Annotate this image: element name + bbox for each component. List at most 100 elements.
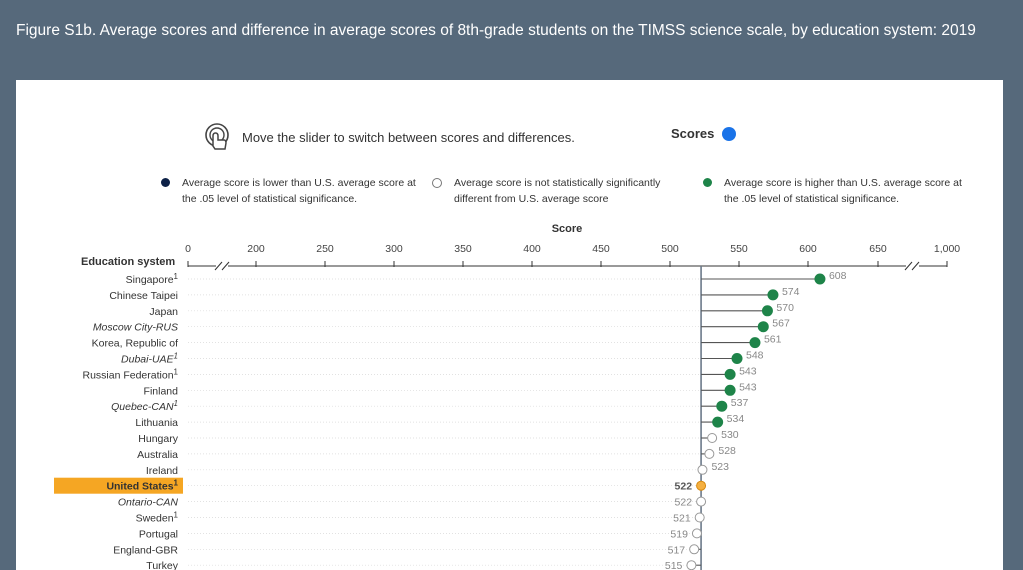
row-label-text: Portugal — [139, 528, 178, 540]
x-tick-label: 600 — [799, 243, 817, 255]
row-label: Moscow City-RUS — [93, 322, 178, 334]
row-label-text: Finland — [144, 385, 179, 397]
lollipop-marker — [716, 400, 728, 412]
lollipop-marker — [696, 480, 707, 491]
row-label: Japan — [149, 306, 178, 318]
row-label: Lithuania — [135, 417, 178, 429]
row-label: Australia — [137, 449, 178, 461]
value-label: 522 — [675, 497, 693, 509]
x-axis-title: Score — [552, 223, 583, 235]
row-label-text: Turkey — [146, 560, 178, 570]
row-label: Russian Federation1 — [82, 367, 178, 381]
row-label: Ontario-CAN — [118, 497, 179, 509]
x-tick-label: 200 — [247, 243, 265, 255]
scores-toggle[interactable]: Scores — [671, 126, 737, 141]
lollipop-chart: Score Education system 0 200 250 300 350 400 450… — [54, 223, 960, 570]
axis-break-mark — [214, 261, 223, 271]
row-label-footnote: 1 — [174, 479, 179, 488]
us-row-highlight — [54, 477, 183, 494]
x-tick-label: 300 — [385, 243, 403, 255]
value-label: 567 — [772, 318, 790, 330]
axis-break-mark — [221, 261, 230, 271]
row-label-text: Hungary — [138, 433, 178, 445]
legend-item-lower: Average score is lower than U.S. average… — [161, 175, 422, 207]
x-tick-label: 550 — [730, 243, 748, 255]
swipe-gesture-icon — [205, 123, 229, 150]
legend-text-higher: Average score is higher than U.S. averag… — [724, 177, 962, 205]
figure-title: Figure S1b. Average scores and differenc… — [16, 22, 976, 39]
legend-item-higher: Average score is higher than U.S. averag… — [703, 175, 974, 207]
value-label: 570 — [776, 302, 794, 314]
row-label-text: Quebec-CAN — [111, 401, 174, 413]
x-tick-label: 500 — [661, 243, 679, 255]
lollipop-marker — [749, 337, 761, 349]
row-label: Ireland — [146, 465, 178, 477]
lollipop-marker — [689, 544, 700, 555]
figure-header: Figure S1b. Average scores and differenc… — [0, 0, 1023, 80]
row-label-text: Chinese Taipei — [109, 290, 178, 302]
legend-marker-lower — [161, 178, 170, 187]
lollipop-marker — [696, 496, 707, 507]
value-label: 543 — [739, 381, 757, 393]
legend-marker-higher — [703, 178, 712, 187]
value-label: 522 — [675, 481, 693, 493]
lollipop-marker — [694, 512, 705, 523]
value-label: 561 — [764, 334, 782, 346]
value-label: 517 — [668, 544, 686, 556]
row-label: Turkey — [146, 560, 178, 570]
row-label-footnote: 1 — [174, 511, 179, 520]
value-label: 574 — [782, 286, 800, 298]
x-tick-label: 350 — [454, 243, 472, 255]
lollipop-marker — [707, 433, 718, 443]
axis-break-mark — [904, 261, 913, 271]
lollipop-marker — [697, 464, 708, 475]
row-label-text: England-GBR — [113, 544, 178, 556]
legend-marker-not-significant — [432, 178, 442, 188]
row-label-text: United States — [106, 481, 173, 493]
legend-text-not-significant: Average score is not statistically signi… — [454, 177, 661, 205]
row-label: United States1 — [106, 479, 178, 493]
lollipop-marker — [724, 384, 736, 396]
lollipop-marker — [691, 528, 702, 539]
lollipop-marker — [704, 448, 715, 459]
row-label-text: Moscow City-RUS — [93, 322, 178, 334]
row-label: Singapore1 — [126, 272, 179, 286]
legend-text-lower: Average score is lower than U.S. average… — [182, 177, 416, 205]
x-tick-label: 1,000 — [934, 243, 960, 255]
row-label-text: Dubai-UAE — [121, 354, 175, 366]
row-label: Korea, Republic of — [92, 338, 178, 350]
row-label: Portugal — [139, 528, 178, 540]
legend-item-not-significant: Average score is not statistically signi… — [432, 175, 694, 207]
value-label: 543 — [739, 365, 757, 377]
value-label: 537 — [731, 397, 749, 409]
row-label-text: Ireland — [146, 465, 178, 477]
value-label: 548 — [746, 350, 764, 362]
row-label: Chinese Taipei — [109, 290, 178, 302]
value-label: 515 — [665, 560, 683, 570]
row-label: Quebec-CAN1 — [111, 399, 178, 413]
row-label: Sweden1 — [136, 511, 179, 525]
value-label: 523 — [711, 461, 729, 473]
x-tick-label: 0 — [185, 243, 191, 255]
lollipop-marker — [814, 273, 826, 285]
row-label-text: Australia — [137, 449, 178, 461]
lollipop-marker — [712, 416, 724, 428]
x-tick-label: 450 — [592, 243, 610, 255]
value-label: 519 — [670, 528, 688, 540]
chart-panel: Move the slider to switch between scores… — [16, 80, 1003, 570]
x-tick-label: 400 — [523, 243, 541, 255]
slider-hint: Move the slider to switch between scores… — [204, 122, 575, 152]
row-label-footnote: 1 — [174, 367, 179, 376]
lollipop-marker — [761, 305, 773, 317]
value-label: 530 — [721, 429, 739, 441]
row-label-text: Lithuania — [135, 417, 178, 429]
row-label-footnote: 1 — [174, 352, 178, 361]
slider-hint-text: Move the slider to switch between scores… — [242, 129, 575, 145]
row-label: Hungary — [138, 433, 178, 445]
lollipop-marker — [767, 289, 779, 301]
scores-toggle-knob[interactable] — [722, 126, 737, 141]
axis-break-mark — [911, 261, 920, 271]
row-label: Dubai-UAE1 — [121, 352, 178, 366]
lollipop-marker — [724, 368, 736, 380]
row-label: England-GBR — [113, 544, 178, 556]
